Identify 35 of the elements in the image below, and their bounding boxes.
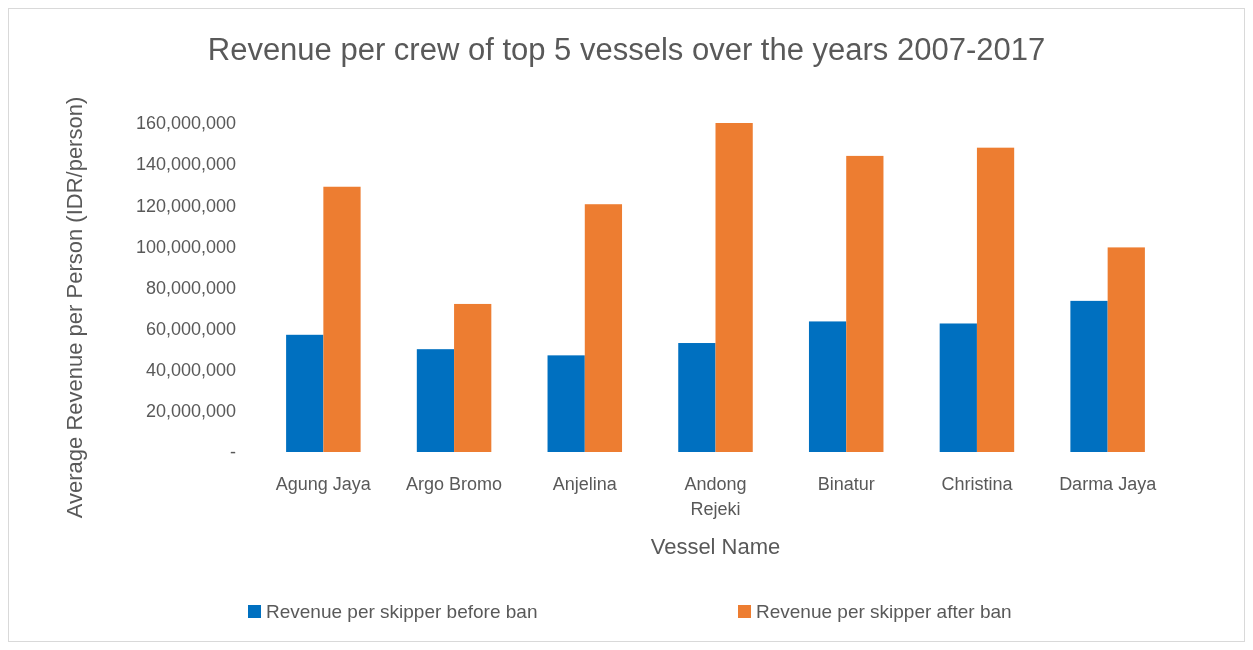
- bar: [547, 355, 585, 452]
- bar: [1070, 300, 1108, 452]
- x-tick-label: Binatur: [817, 474, 875, 494]
- y-axis-title: Average Revenue per Person (IDR/person): [62, 96, 87, 519]
- chart-title: Revenue per crew of top 5 vessels over the years 2007-2017: [207, 32, 1046, 67]
- bar: [584, 204, 623, 452]
- y-tick-label: 40,000,000: [145, 360, 236, 381]
- bar: [939, 323, 977, 452]
- y-tick-label: 140,000,000: [135, 154, 236, 175]
- bar: [678, 343, 716, 452]
- bar: [976, 147, 1015, 452]
- y-tick-label: 20,000,000: [145, 401, 236, 422]
- x-tick-label: Darma Jaya: [1059, 474, 1158, 494]
- x-tick-label: Christina: [941, 474, 1014, 494]
- y-tick-label: 60,000,000: [145, 318, 236, 339]
- legend-label: Revenue per skipper before ban: [266, 601, 538, 622]
- y-tick-label: 120,000,000: [135, 195, 236, 216]
- y-tick-label: 100,000,000: [135, 236, 236, 257]
- y-tick-label: 80,000,000: [145, 277, 236, 298]
- bar: [846, 155, 884, 452]
- bar: [715, 123, 753, 452]
- y-tick-label: -: [230, 442, 236, 463]
- x-tick-label: Argo Bromo: [406, 474, 503, 494]
- x-axis-title: Vessel Name: [650, 534, 781, 559]
- x-tick-label: Agung Jaya: [275, 474, 372, 494]
- y-tick-label: 160,000,000: [135, 113, 236, 134]
- bar: [323, 186, 361, 452]
- x-tick-label: Anjelina: [552, 474, 618, 494]
- x-tick-label: Andong Rejeki: [684, 474, 747, 519]
- bar: [286, 334, 324, 452]
- bar: [454, 303, 492, 452]
- bar: [808, 321, 847, 452]
- bar: [1107, 247, 1145, 452]
- bar: [416, 349, 455, 452]
- legend-label: Revenue per skipper after ban: [756, 601, 1012, 622]
